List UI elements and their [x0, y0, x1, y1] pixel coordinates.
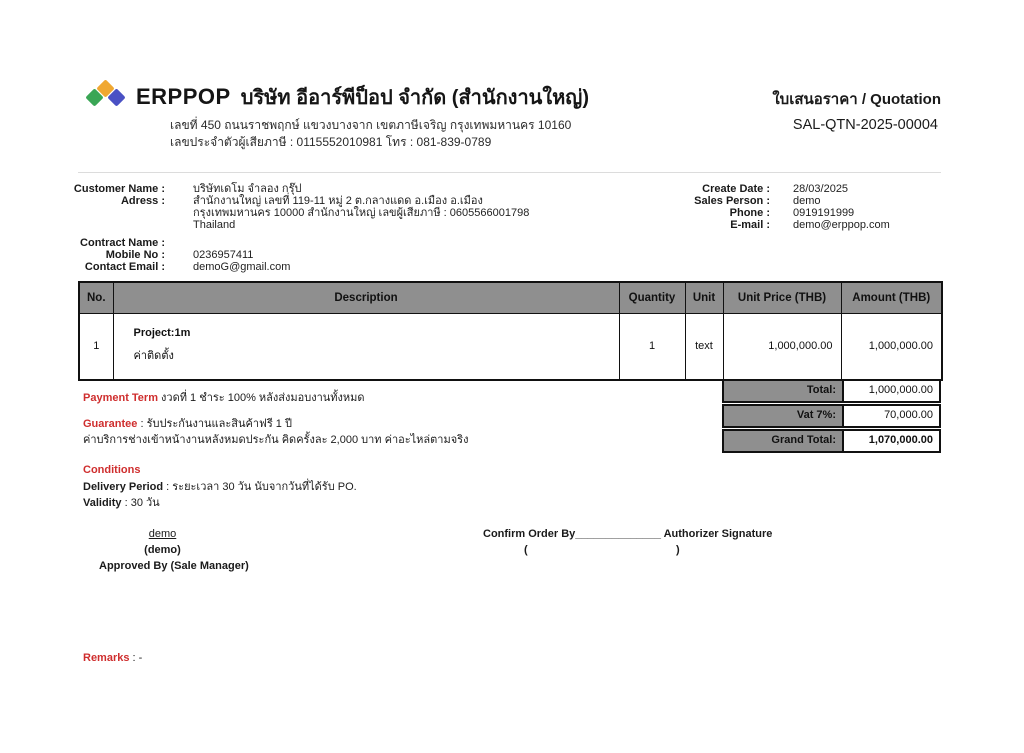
remarks-line: Remarks : - — [83, 652, 142, 665]
header-divider — [78, 172, 941, 173]
col-header-unit: Unit — [684, 281, 724, 314]
logo-wordmark: ERPPOP — [136, 84, 231, 109]
document-header: ERPPOP บริษัท อีอาร์พีป็อป จำกัด (สำนักง… — [85, 79, 590, 114]
item-row: 1 Project:1m ค่าติดตั้ง 1 text 1,000,000… — [78, 313, 943, 380]
item-no: 1 — [78, 313, 114, 380]
remarks-text: : - — [129, 652, 143, 664]
email-label: E-mail : — [730, 219, 770, 231]
guarantee-note: ค่าบริการช่างเข้าหน้างานหลังหมดประกัน คิ… — [83, 434, 469, 446]
vat-label: Vat 7%: — [724, 406, 844, 426]
doc-title: ใบเสนอราคา / Quotation — [772, 91, 941, 108]
col-header-description: Description — [112, 281, 620, 314]
phone-label: Phone : — [729, 207, 770, 219]
sales-person-value: demo — [793, 195, 821, 207]
create-date-value: 28/03/2025 — [793, 183, 849, 195]
item-amount: 1,000,000.00 — [840, 313, 943, 380]
company-tax-line: เลขประจำตัวผู้เสียภาษี : 0115552010981 โ… — [170, 135, 492, 149]
delivery-period-label: Delivery Period — [83, 481, 164, 493]
remarks-label: Remarks — [83, 652, 130, 664]
erppop-logo-icon — [85, 79, 126, 112]
item-description: ค่าติดตั้ง — [133, 350, 174, 362]
create-date-label: Create Date : — [702, 183, 770, 195]
payment-term-text: งวดที่ 1 ชำระ 100% หลังส่งมอบงานทั้งหมด — [158, 392, 365, 404]
approver-name-paren: (demo) — [144, 544, 181, 556]
item-quantity: 1 — [618, 313, 686, 380]
total-label: Total: — [724, 381, 844, 401]
guarantee-label: Guarantee — [83, 418, 138, 430]
customer-address-line2: กรุงเทพมหานคร 10000 สำนักงานใหญ่ เลขผู้เ… — [193, 207, 530, 219]
col-header-unit-price: Unit Price (THB) — [722, 281, 842, 314]
delivery-period-text: : ระยะเวลา 30 วัน นับจากวันที่ได้รับ PO. — [163, 481, 357, 493]
delivery-period-line: Delivery Period : ระยะเวลา 30 วัน นับจาก… — [83, 481, 357, 494]
guarantee-line: Guarantee : รับประกันงานและสินค้าฟรี 1 ป… — [83, 418, 292, 431]
grand-total-row: Grand Total: 1,070,000.00 — [722, 429, 941, 453]
total-value: 1,000,000.00 — [868, 384, 933, 396]
conditions-label: Conditions — [83, 464, 141, 476]
validity-label: Validity — [83, 497, 122, 509]
sales-person-label: Sales Person : — [694, 195, 770, 207]
contract-name-label: Contract Name : — [80, 237, 165, 249]
payment-term-label: Payment Term — [83, 392, 158, 404]
approved-by-label: Approved By (Sale Manager) — [99, 560, 249, 572]
doc-number: SAL-QTN-2025-00004 — [792, 117, 938, 133]
validity-line: Validity : 30 วัน — [83, 497, 160, 510]
totals-block: Total: 1,000,000.00 Vat 7%: 70,000.00 Gr… — [722, 379, 941, 454]
item-unit-price: 1,000,000.00 — [722, 313, 842, 380]
total-row: Total: 1,000,000.00 — [722, 379, 941, 403]
confirm-paren-close: ) — [676, 544, 680, 556]
col-header-no: No. — [78, 281, 114, 314]
item-project: Project:1m — [133, 327, 191, 339]
mobile-no-label: Mobile No : — [105, 249, 165, 261]
col-header-quantity: Quantity — [618, 281, 686, 314]
customer-name-label: Customer Name : — [73, 183, 165, 195]
contact-email-value: demoG@gmail.com — [193, 261, 291, 273]
items-table-header-row: No. Description Quantity Unit Unit Price… — [78, 281, 943, 314]
customer-address-label: Adress : — [120, 195, 165, 207]
payment-term-line: Payment Term งวดที่ 1 ชำระ 100% หลังส่งม… — [83, 392, 365, 405]
doc-title-block: ใบเสนอราคา / Quotation SAL-QTN-2025-0000… — [690, 87, 941, 133]
mobile-no-value: 0236957411 — [193, 249, 254, 261]
guarantee-text: : รับประกันงานและสินค้าฟรี 1 ปี — [137, 418, 292, 430]
company-name: บริษัท อีอาร์พีป็อป จำกัด (สำนักงานใหญ่) — [240, 87, 590, 109]
grand-total-value: 1,070,000.00 — [868, 434, 933, 446]
customer-address-line1: สำนักงานใหญ่ เลขที่ 119-11 หมู่ 2 ต.กลาง… — [193, 195, 483, 207]
approver-signature-name: demo — [148, 528, 177, 540]
item-description-cell: Project:1m ค่าติดตั้ง — [112, 313, 620, 380]
customer-name-value: บริษัทเดโม จำลอง กรุ๊ป — [193, 183, 302, 195]
col-header-amount: Amount (THB) — [840, 281, 943, 314]
customer-address-line3: Thailand — [193, 219, 236, 231]
email-value: demo@erppop.com — [793, 219, 890, 231]
contact-email-label: Contact Email : — [84, 261, 165, 273]
confirm-order-line: Confirm Order By______________ Authorize… — [483, 528, 773, 540]
company-address-line1: เลขที่ 450 ถนนราชพฤกษ์ แขวงบางจาก เขตภาษ… — [170, 118, 572, 132]
vat-row: Vat 7%: 70,000.00 — [722, 404, 941, 428]
confirm-paren-open: ( — [524, 544, 528, 556]
items-table: No. Description Quantity Unit Unit Price… — [78, 281, 943, 381]
phone-value: 0919191999 — [793, 207, 855, 219]
item-unit: text — [684, 313, 724, 380]
grand-total-label: Grand Total: — [724, 431, 844, 451]
vat-value: 70,000.00 — [884, 409, 933, 421]
validity-text: : 30 วัน — [121, 497, 160, 509]
